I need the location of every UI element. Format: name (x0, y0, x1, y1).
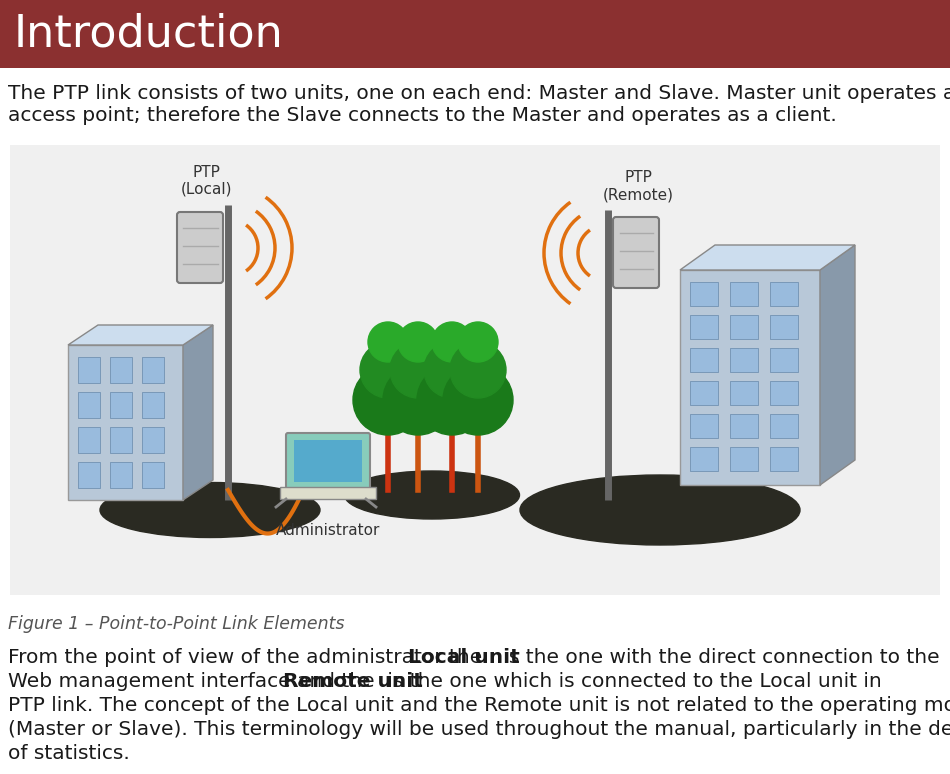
Circle shape (450, 342, 506, 398)
FancyBboxPatch shape (78, 427, 100, 453)
FancyBboxPatch shape (770, 282, 798, 306)
Text: The PTP link consists of two units, one on each end: Master and Slave. Master un: The PTP link consists of two units, one … (8, 84, 950, 103)
Text: Local unit: Local unit (408, 648, 520, 667)
Text: Introduction: Introduction (14, 12, 284, 56)
Circle shape (424, 342, 480, 398)
FancyBboxPatch shape (110, 357, 132, 383)
Text: Administrator: Administrator (276, 523, 380, 538)
Circle shape (432, 322, 472, 362)
Text: Remote unit: Remote unit (283, 672, 423, 691)
FancyBboxPatch shape (730, 414, 758, 438)
FancyBboxPatch shape (280, 487, 376, 499)
Circle shape (390, 342, 446, 398)
FancyBboxPatch shape (286, 433, 370, 492)
Circle shape (398, 322, 438, 362)
Text: access point; therefore the Slave connects to the Master and operates as a clien: access point; therefore the Slave connec… (8, 106, 837, 125)
FancyBboxPatch shape (690, 282, 718, 306)
Ellipse shape (345, 471, 520, 519)
FancyBboxPatch shape (142, 462, 164, 488)
FancyBboxPatch shape (142, 357, 164, 383)
FancyBboxPatch shape (690, 414, 718, 438)
Circle shape (383, 365, 453, 435)
FancyBboxPatch shape (0, 0, 950, 68)
FancyBboxPatch shape (770, 315, 798, 339)
FancyBboxPatch shape (730, 282, 758, 306)
Circle shape (417, 365, 487, 435)
Polygon shape (183, 325, 213, 500)
Polygon shape (68, 325, 213, 345)
Circle shape (443, 365, 513, 435)
FancyBboxPatch shape (110, 392, 132, 418)
FancyBboxPatch shape (110, 462, 132, 488)
FancyBboxPatch shape (142, 392, 164, 418)
Text: is the one with the direct connection to the: is the one with the direct connection to… (498, 648, 940, 667)
FancyBboxPatch shape (770, 447, 798, 471)
Ellipse shape (520, 475, 800, 545)
FancyBboxPatch shape (690, 315, 718, 339)
FancyBboxPatch shape (690, 447, 718, 471)
Polygon shape (680, 245, 855, 270)
Text: PTP
(Remote): PTP (Remote) (602, 170, 674, 202)
Circle shape (458, 322, 498, 362)
Text: From the point of view of the administrator the: From the point of view of the administra… (8, 648, 488, 667)
FancyBboxPatch shape (10, 145, 940, 595)
FancyBboxPatch shape (770, 414, 798, 438)
FancyBboxPatch shape (78, 357, 100, 383)
FancyBboxPatch shape (690, 381, 718, 405)
Circle shape (360, 342, 416, 398)
Polygon shape (820, 245, 855, 485)
Text: Figure 1 – Point-to-Point Link Elements: Figure 1 – Point-to-Point Link Elements (8, 615, 345, 633)
FancyBboxPatch shape (177, 212, 223, 283)
FancyBboxPatch shape (730, 315, 758, 339)
FancyBboxPatch shape (680, 270, 820, 485)
FancyBboxPatch shape (770, 381, 798, 405)
Ellipse shape (100, 482, 320, 537)
Text: Web management interface and the: Web management interface and the (8, 672, 381, 691)
FancyBboxPatch shape (730, 348, 758, 372)
FancyBboxPatch shape (613, 217, 659, 288)
Circle shape (353, 365, 423, 435)
Text: PTP
(Local): PTP (Local) (180, 165, 232, 197)
Text: of statistics.: of statistics. (8, 744, 130, 763)
FancyBboxPatch shape (730, 447, 758, 471)
FancyBboxPatch shape (78, 462, 100, 488)
Circle shape (368, 322, 408, 362)
FancyBboxPatch shape (770, 348, 798, 372)
FancyBboxPatch shape (78, 392, 100, 418)
FancyBboxPatch shape (142, 427, 164, 453)
FancyBboxPatch shape (730, 381, 758, 405)
FancyBboxPatch shape (294, 440, 362, 482)
FancyBboxPatch shape (110, 427, 132, 453)
Text: (Master or Slave). This terminology will be used throughout the manual, particul: (Master or Slave). This terminology will… (8, 720, 950, 739)
FancyBboxPatch shape (68, 345, 183, 500)
FancyBboxPatch shape (690, 348, 718, 372)
Text: PTP link. The concept of the Local unit and the Remote unit is not related to th: PTP link. The concept of the Local unit … (8, 696, 950, 715)
Text: is the one which is connected to the Local unit in: is the one which is connected to the Loc… (381, 672, 882, 691)
